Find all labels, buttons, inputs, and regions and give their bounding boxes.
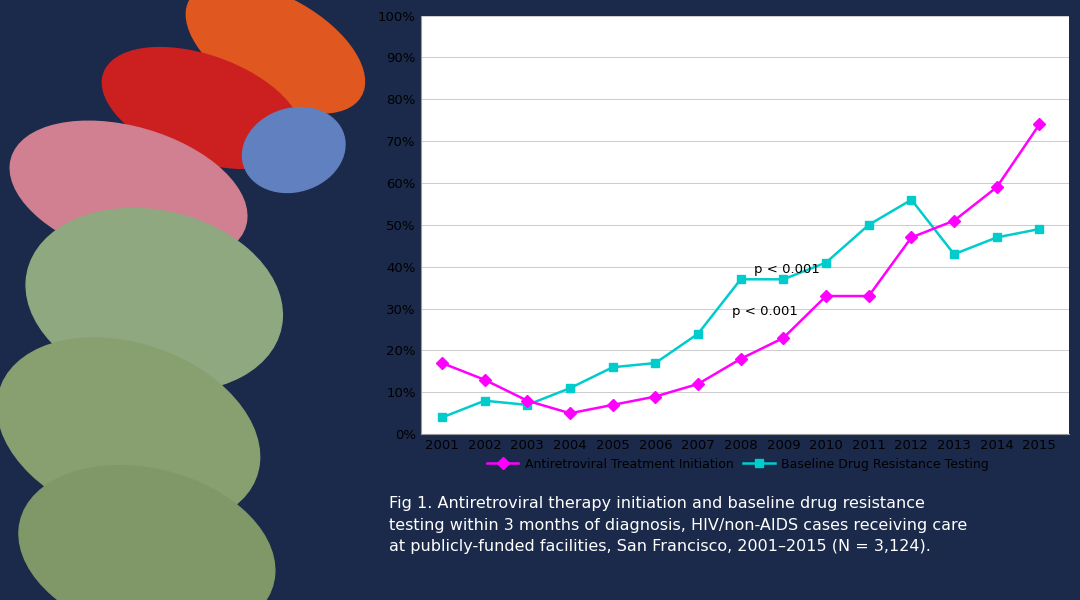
Antiretroviral Treatment Initiation — [990, 184, 1003, 191]
Baseline Drug Resistance Testing — [564, 385, 577, 392]
Baseline Drug Resistance Testing — [606, 364, 619, 371]
Ellipse shape — [187, 0, 364, 113]
Baseline Drug Resistance Testing — [1032, 226, 1045, 233]
Baseline Drug Resistance Testing — [862, 221, 875, 229]
Ellipse shape — [243, 107, 345, 193]
Antiretroviral Treatment Initiation — [606, 401, 619, 409]
Antiretroviral Treatment Initiation — [820, 292, 833, 299]
Baseline Drug Resistance Testing — [478, 397, 491, 404]
Legend: Antiretroviral Treatment Initiation, Baseline Drug Resistance Testing: Antiretroviral Treatment Initiation, Bas… — [482, 452, 994, 476]
Baseline Drug Resistance Testing — [947, 251, 960, 258]
Baseline Drug Resistance Testing — [905, 196, 918, 203]
Text: p < 0.001: p < 0.001 — [754, 263, 820, 276]
Ellipse shape — [19, 466, 274, 600]
Antiretroviral Treatment Initiation — [734, 355, 747, 362]
Baseline Drug Resistance Testing — [990, 234, 1003, 241]
Antiretroviral Treatment Initiation — [905, 234, 918, 241]
Baseline Drug Resistance Testing — [649, 359, 662, 367]
Baseline Drug Resistance Testing — [777, 275, 789, 283]
Baseline Drug Resistance Testing — [521, 401, 534, 409]
Antiretroviral Treatment Initiation — [777, 334, 789, 341]
Antiretroviral Treatment Initiation — [947, 217, 960, 224]
Antiretroviral Treatment Initiation — [1032, 121, 1045, 128]
Text: Fig 1. Antiretroviral therapy initiation and baseline drug resistance
testing wi: Fig 1. Antiretroviral therapy initiation… — [389, 496, 967, 554]
Baseline Drug Resistance Testing — [691, 330, 704, 337]
Ellipse shape — [10, 121, 247, 263]
Antiretroviral Treatment Initiation — [564, 410, 577, 417]
Text: p < 0.001: p < 0.001 — [732, 305, 798, 318]
Antiretroviral Treatment Initiation — [521, 397, 534, 404]
Baseline Drug Resistance Testing — [435, 414, 448, 421]
Baseline Drug Resistance Testing — [820, 259, 833, 266]
Ellipse shape — [26, 208, 282, 392]
Line: Antiretroviral Treatment Initiation: Antiretroviral Treatment Initiation — [437, 120, 1043, 418]
Antiretroviral Treatment Initiation — [691, 380, 704, 388]
Antiretroviral Treatment Initiation — [649, 393, 662, 400]
Antiretroviral Treatment Initiation — [862, 292, 875, 299]
Line: Baseline Drug Resistance Testing: Baseline Drug Resistance Testing — [437, 196, 1043, 422]
Antiretroviral Treatment Initiation — [435, 359, 448, 367]
Ellipse shape — [103, 47, 301, 169]
Antiretroviral Treatment Initiation — [478, 376, 491, 383]
Ellipse shape — [0, 338, 259, 526]
Baseline Drug Resistance Testing — [734, 275, 747, 283]
